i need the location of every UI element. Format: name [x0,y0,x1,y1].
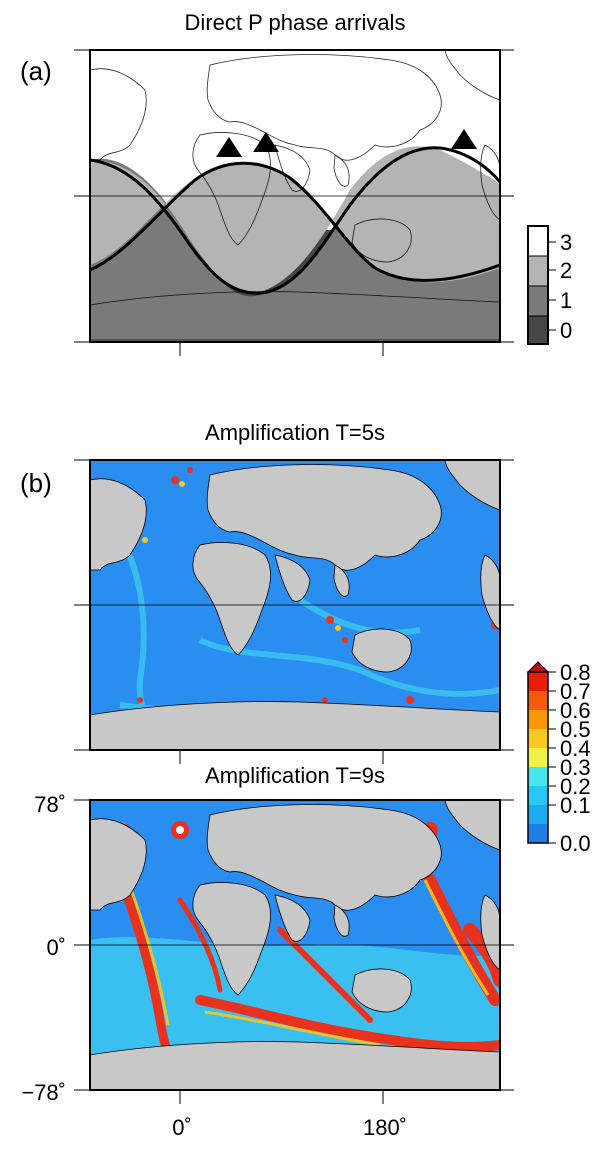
legend-tick: 3 [560,230,572,255]
legend-tick: 0 [560,318,572,343]
colorbar-tick: 0.8 [560,660,591,685]
panel-c: Amplification T=9s [21,763,514,1140]
colorbar-overflow-triangle [526,661,550,673]
station-triangle [451,129,477,149]
colorbar-tick: 0.1 [560,793,591,818]
panel-c-title: Amplification T=9s [205,763,385,788]
colorbar-segment [528,710,548,729]
arrival-count-map [90,50,500,342]
colorbar-segment [528,805,548,824]
arrival-legend: 3 2 1 0 [527,225,572,345]
station-triangle [216,137,242,157]
y-tick-label: −78˚ [21,1080,66,1105]
y-tick-label: 0˚ [46,935,66,960]
colorbar-segment [528,767,548,786]
panel-a: Direct P phase arrivals (a) [20,10,572,356]
legend-tick: 2 [560,258,572,283]
amplification-colorbar: 0.8 0.7 0.6 0.5 0.4 0.3 0.2 0.1 0.0 [526,660,591,856]
panel-b: Amplification T=5s (b) [20,420,514,764]
colorbar-tick: 0.2 [560,774,591,799]
x-tick-label: 0˚ [172,1115,192,1140]
colorbar-tick: 0.7 [560,679,591,704]
panel-a-title: Direct P phase arrivals [185,10,406,35]
amplification-map-9s [90,800,500,1090]
panel-a-letter: (a) [20,56,52,86]
colorbar-tick: 0.5 [560,717,591,742]
panel-b-title: Amplification T=5s [205,420,385,445]
colorbar-tick: 0.4 [560,736,591,761]
colorbar-segment [528,824,548,843]
y-tick-label: 78˚ [34,792,66,817]
colorbar-segment [528,748,548,767]
colorbar-tick: 0.3 [560,755,591,780]
station-triangle [253,132,279,152]
x-tick-label: 180˚ [363,1115,407,1140]
colorbar-tick: 0.0 [560,831,591,856]
colorbar-segment [528,672,548,691]
amplification-map-5s [90,460,500,750]
colorbar-tick: 0.6 [560,698,591,723]
legend-tick: 1 [560,288,572,313]
colorbar-segment [528,786,548,805]
colorbar-segment [528,729,548,748]
panel-b-letter: (b) [20,468,52,498]
colorbar-segment [528,691,548,710]
station-markers [216,129,477,157]
